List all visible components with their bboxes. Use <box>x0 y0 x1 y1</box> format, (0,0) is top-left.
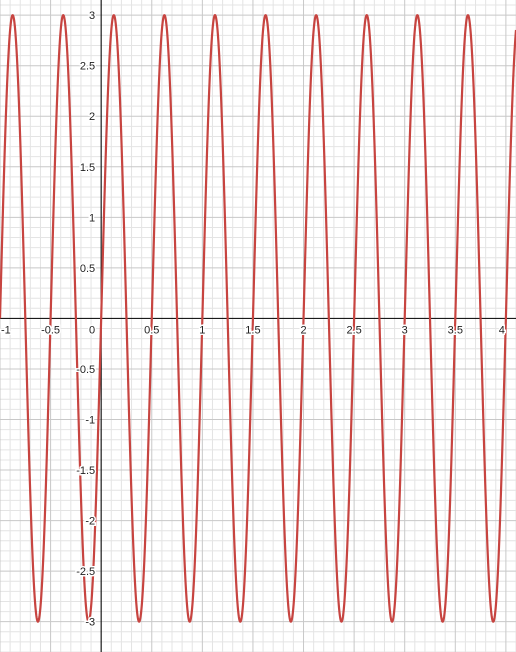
series-point[interactable] <box>390 619 395 624</box>
x-tick-label: -1 <box>1 324 11 336</box>
x-tick-label: 0.5 <box>144 324 159 336</box>
series-point[interactable] <box>213 13 218 18</box>
series-point[interactable] <box>263 13 268 18</box>
series-point[interactable] <box>415 13 420 18</box>
series-point[interactable] <box>503 316 508 321</box>
series-point[interactable] <box>137 619 142 624</box>
y-tick-label: 1 <box>89 212 95 224</box>
series-point[interactable] <box>61 13 66 18</box>
x-tick-label: 0 <box>89 324 95 336</box>
series-point[interactable] <box>326 316 331 321</box>
x-tick-label: 2 <box>300 324 306 336</box>
x-tick-label: 4 <box>499 324 505 336</box>
series-point[interactable] <box>288 619 293 624</box>
series-point[interactable] <box>23 316 28 321</box>
x-tick-label: 3 <box>402 324 408 336</box>
x-tick-label: 1.5 <box>245 324 260 336</box>
x-tick-label: -0.5 <box>41 324 60 336</box>
series-point[interactable] <box>200 316 205 321</box>
series-point[interactable] <box>339 619 344 624</box>
series-point[interactable] <box>73 316 78 321</box>
series-point[interactable] <box>453 316 458 321</box>
y-tick-label: -2 <box>85 516 95 528</box>
y-tick-label: 0.5 <box>80 263 95 275</box>
series-point[interactable] <box>314 13 319 18</box>
y-tick-label: 3 <box>89 10 95 22</box>
x-tick-label: 2.5 <box>346 324 361 336</box>
series-point[interactable] <box>10 13 15 18</box>
x-tick-label: 1 <box>199 324 205 336</box>
y-tick-label: 2.5 <box>80 61 95 73</box>
series-point[interactable] <box>149 316 154 321</box>
series-point[interactable] <box>225 316 230 321</box>
series-point[interactable] <box>402 316 407 321</box>
series-point[interactable] <box>162 13 167 18</box>
series-point[interactable] <box>491 619 496 624</box>
series-point[interactable] <box>35 619 40 624</box>
y-tick-label: -2.5 <box>76 566 95 578</box>
x-tick-label: 3.5 <box>448 324 463 336</box>
series-point[interactable] <box>276 316 281 321</box>
y-tick-label: 1.5 <box>80 162 95 174</box>
y-tick-label: 2 <box>89 111 95 123</box>
series-point[interactable] <box>111 13 116 18</box>
series-point[interactable] <box>99 316 104 321</box>
series-point[interactable] <box>250 316 255 321</box>
series-point[interactable] <box>428 316 433 321</box>
series-point[interactable] <box>364 13 369 18</box>
series-point[interactable] <box>440 619 445 624</box>
series-point[interactable] <box>465 13 470 18</box>
y-tick-label: -1.5 <box>76 465 95 477</box>
series-point[interactable] <box>238 619 243 624</box>
series-point[interactable] <box>352 316 357 321</box>
series-point[interactable] <box>124 316 129 321</box>
series-point[interactable] <box>377 316 382 321</box>
series-point[interactable] <box>301 316 306 321</box>
series-point[interactable] <box>478 316 483 321</box>
y-tick-label: -1 <box>85 415 95 427</box>
y-tick-label: -0.5 <box>76 364 95 376</box>
series-point[interactable] <box>48 316 53 321</box>
y-tick-label: -3 <box>85 617 95 629</box>
series-point[interactable] <box>175 316 180 321</box>
series-point[interactable] <box>187 619 192 624</box>
